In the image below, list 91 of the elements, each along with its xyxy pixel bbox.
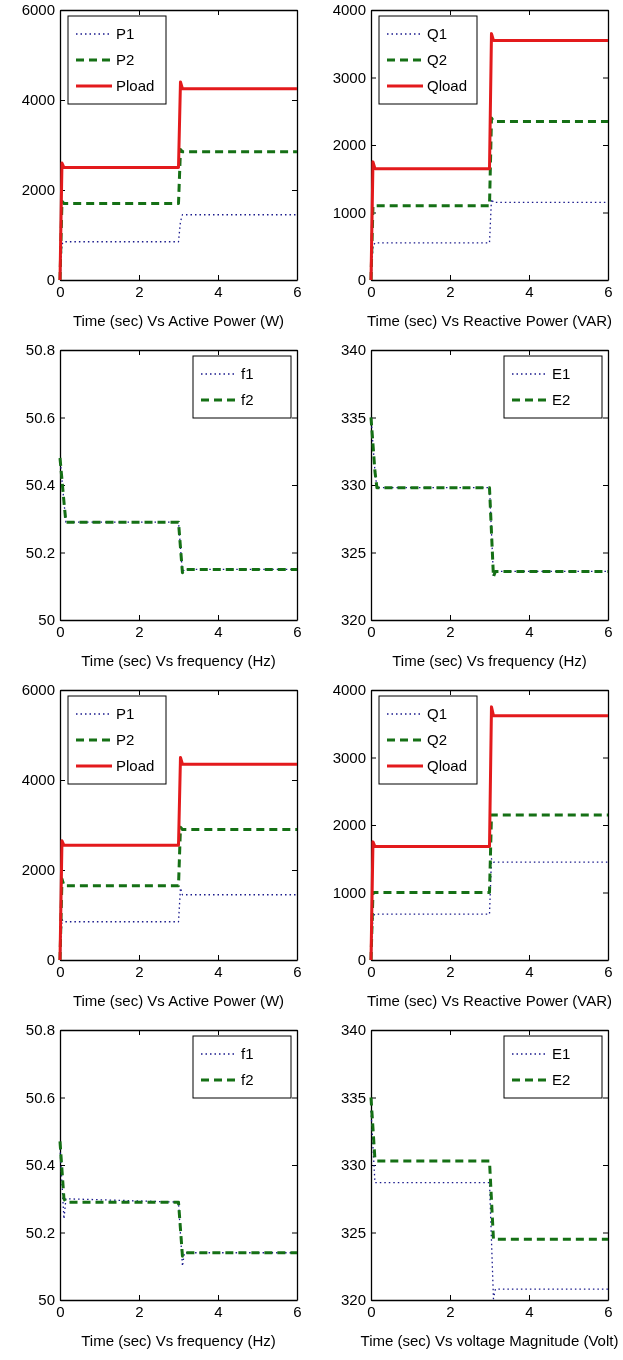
y-tick-label: 335 <box>340 1088 366 1106</box>
x-axis-title: Time (sec) Vs Active Power (W) <box>72 312 285 329</box>
x-tick-label: 4 <box>214 282 223 300</box>
y-tick-label: 320 <box>340 1291 366 1309</box>
x-tick-label: 6 <box>293 962 302 980</box>
y-tick-label: 0 <box>357 271 366 289</box>
x-axis-title: Time (sec) Vs Active Power (W) <box>72 992 285 1009</box>
y-tick-label: 340 <box>340 1021 366 1039</box>
legend-label: P2 <box>116 51 135 68</box>
y-tick-label: 2000 <box>332 136 366 154</box>
legend-label: Q1 <box>427 705 448 722</box>
y-tick-label: 50.4 <box>25 1156 55 1174</box>
legend-label: f1 <box>241 1045 254 1062</box>
legend-label: Qload <box>427 77 468 94</box>
legend-label: Q2 <box>427 731 448 748</box>
x-tick-label: 2 <box>446 962 455 980</box>
x-axis-title: Time (sec) Vs voltage Magnitude (Volt) <box>360 1332 619 1349</box>
y-tick-label: 50.8 <box>25 1021 55 1039</box>
x-axis-title: Time (sec) Vs Reactive Power (VAR) <box>366 992 613 1009</box>
y-tick-label: 4000 <box>332 681 366 699</box>
x-tick-label: 4 <box>525 1302 534 1320</box>
x-tick-label: 2 <box>135 962 144 980</box>
y-tick-label: 50 <box>38 1291 55 1309</box>
y-tick-label: 2000 <box>332 816 366 834</box>
x-tick-label: 6 <box>293 622 302 640</box>
x-tick-label: 6 <box>604 282 613 300</box>
x-tick-label: 6 <box>604 622 613 640</box>
x-tick-label: 4 <box>214 962 223 980</box>
x-tick-label: 4 <box>525 622 534 640</box>
legend-label: f1 <box>241 365 254 382</box>
y-tick-label: 50.6 <box>25 408 55 426</box>
y-tick-label: 50 <box>38 611 55 629</box>
y-tick-label: 335 <box>340 408 366 426</box>
x-tick-label: 6 <box>293 1302 302 1320</box>
legend-label: P2 <box>116 731 135 748</box>
legend-label: P1 <box>116 705 135 722</box>
y-tick-label: 3000 <box>332 748 366 766</box>
y-tick-label: 4000 <box>21 771 55 789</box>
x-tick-label: 2 <box>135 1302 144 1320</box>
y-tick-label: 50.2 <box>25 1223 55 1241</box>
y-tick-label: 4000 <box>21 91 55 109</box>
y-tick-label: 340 <box>340 341 366 359</box>
y-tick-label: 6000 <box>21 681 55 699</box>
y-tick-label: 325 <box>340 1223 366 1241</box>
x-axis-title: Time (sec) Vs frequency (Hz) <box>81 1332 276 1349</box>
y-tick-label: 6000 <box>21 1 55 19</box>
x-tick-label: 6 <box>293 282 302 300</box>
legend-label: E2 <box>552 1071 571 1088</box>
x-tick-label: 4 <box>525 962 534 980</box>
line-series <box>369 1096 610 1241</box>
x-tick-label: 2 <box>135 282 144 300</box>
y-tick-label: 0 <box>46 951 55 969</box>
x-axis-title: Time (sec) Vs frequency (Hz) <box>81 652 276 669</box>
y-tick-label: 2000 <box>21 181 55 199</box>
legend-label: E1 <box>552 365 571 382</box>
legend-label: f2 <box>241 391 254 408</box>
legend-label: Q2 <box>427 51 448 68</box>
y-tick-label: 325 <box>340 543 366 561</box>
y-tick-label: 1000 <box>332 883 366 901</box>
y-tick-label: 50.8 <box>25 341 55 359</box>
x-tick-label: 2 <box>446 1302 455 1320</box>
y-tick-label: 3000 <box>332 68 366 86</box>
x-tick-label: 2 <box>135 622 144 640</box>
y-tick-label: 50.4 <box>25 476 55 494</box>
y-tick-label: 1000 <box>332 203 366 221</box>
legend-label: Q1 <box>427 25 448 42</box>
legend-label: f2 <box>241 1071 254 1088</box>
y-tick-label: 0 <box>357 951 366 969</box>
x-axis-title: Time (sec) Vs frequency (Hz) <box>392 652 587 669</box>
legend-label: Qload <box>427 757 468 774</box>
x-tick-label: 6 <box>604 1302 613 1320</box>
x-tick-label: 6 <box>604 962 613 980</box>
legend-label: E2 <box>552 391 571 408</box>
legend-label: Pload <box>116 77 155 94</box>
y-tick-label: 0 <box>46 271 55 289</box>
x-tick-label: 4 <box>525 282 534 300</box>
x-tick-label: 4 <box>214 622 223 640</box>
legend-label: P1 <box>116 25 135 42</box>
legend-label: Pload <box>116 757 155 774</box>
x-tick-label: 4 <box>214 1302 223 1320</box>
x-tick-label: 2 <box>446 282 455 300</box>
y-tick-label: 50.2 <box>25 543 55 561</box>
x-tick-label: 2 <box>446 622 455 640</box>
y-tick-label: 330 <box>340 1156 366 1174</box>
y-tick-label: 330 <box>340 476 366 494</box>
y-tick-label: 2000 <box>21 861 55 879</box>
y-tick-label: 320 <box>340 611 366 629</box>
legend-label: E1 <box>552 1045 571 1062</box>
x-axis-title: Time (sec) Vs Reactive Power (VAR) <box>366 312 613 329</box>
y-tick-label: 50.6 <box>25 1088 55 1106</box>
y-tick-label: 4000 <box>332 1 366 19</box>
